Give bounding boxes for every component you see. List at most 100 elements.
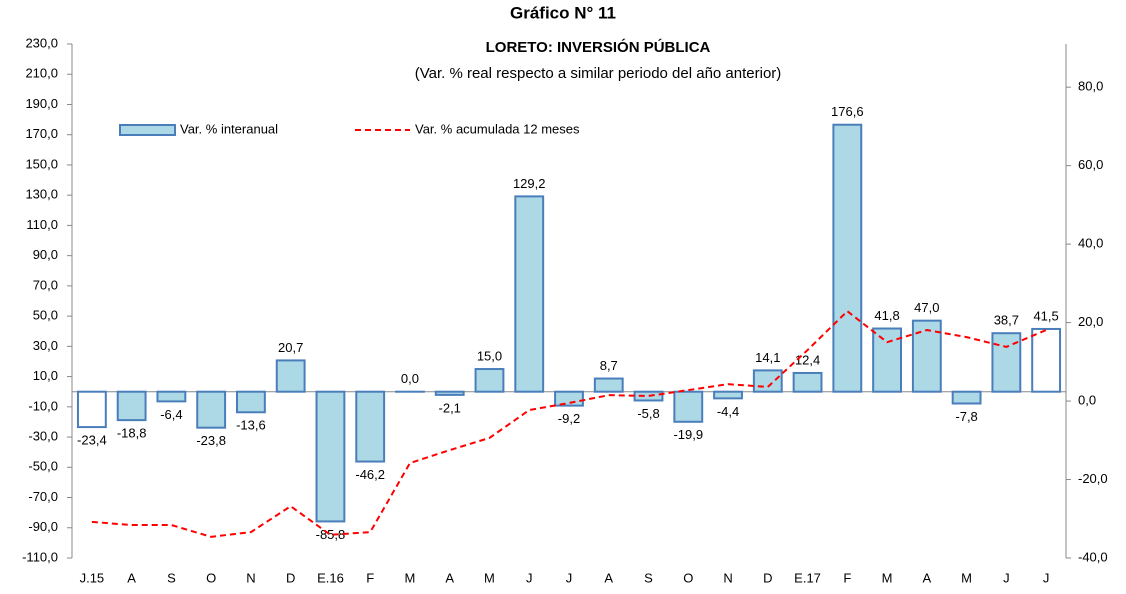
value-label: -5,8 — [637, 406, 659, 421]
y-tick-label: 70,0 — [33, 277, 58, 292]
x-tick-label: A — [604, 570, 613, 585]
bar — [197, 392, 225, 428]
bar — [595, 379, 623, 392]
value-label: 41,8 — [874, 308, 899, 323]
value-label: 8,7 — [600, 358, 618, 373]
x-tick-label: J — [566, 570, 573, 585]
chart-description: (Var. % real respecto a similar periodo … — [415, 65, 782, 82]
y2-tick-label: 60,0 — [1078, 157, 1103, 172]
y-tick-label: -50,0 — [28, 459, 58, 474]
x-tick-label: J — [1003, 570, 1010, 585]
x-tick-label: D — [763, 570, 772, 585]
bar — [157, 392, 185, 402]
value-label: -7,8 — [955, 409, 977, 424]
bar — [714, 392, 742, 399]
chart-subtitle: LORETO: INVERSIÓN PÚBLICA — [486, 38, 711, 56]
bar — [277, 360, 305, 391]
value-label: 12,4 — [795, 352, 820, 367]
bar — [118, 392, 146, 420]
bar — [356, 392, 384, 462]
bar — [555, 392, 583, 406]
x-tick-label: M — [882, 570, 893, 585]
value-label: -19,9 — [673, 427, 703, 442]
y-tick-label: -10,0 — [28, 398, 58, 413]
x-tick-label: A — [127, 570, 136, 585]
y2-tick-label: -20,0 — [1078, 471, 1108, 486]
bar — [754, 370, 782, 391]
legend-swatch — [120, 125, 175, 135]
value-label: 129,2 — [513, 176, 546, 191]
value-label: -23,8 — [196, 433, 226, 448]
bar — [317, 392, 345, 522]
value-label: -18,8 — [117, 426, 147, 441]
legend-label: Var. % acumulada 12 meses — [415, 121, 580, 136]
x-tick-label: A — [445, 570, 454, 585]
y-tick-label: 50,0 — [33, 308, 58, 323]
x-tick-label: J.15 — [80, 570, 105, 585]
x-tick-label: M — [405, 570, 416, 585]
x-tick-label: S — [644, 570, 653, 585]
x-tick-label: A — [923, 570, 932, 585]
value-label: -4,4 — [717, 404, 739, 419]
x-tick-label: O — [683, 570, 693, 585]
value-label: 176,6 — [831, 104, 864, 119]
x-tick-label: E.17 — [794, 570, 821, 585]
y2-tick-label: 80,0 — [1078, 79, 1103, 94]
bar — [794, 373, 822, 392]
x-tick-label: E.16 — [317, 570, 344, 585]
x-tick-label: N — [723, 570, 732, 585]
value-label: 14,1 — [755, 350, 780, 365]
y-tick-label: -110,0 — [22, 549, 58, 564]
value-label: 47,0 — [914, 300, 939, 315]
y-tick-label: -90,0 — [28, 519, 58, 534]
chart-title: Gráfico N° 11 — [510, 3, 616, 22]
y-tick-label: 150,0 — [25, 156, 58, 171]
value-label: -13,6 — [236, 418, 266, 433]
y-tick-label: -70,0 — [28, 489, 58, 504]
y2-tick-label: -40,0 — [1078, 549, 1108, 564]
y-tick-label: -30,0 — [28, 428, 58, 443]
x-tick-label: D — [286, 570, 295, 585]
y2-tick-label: 40,0 — [1078, 236, 1103, 251]
legend-label: Var. % interanual — [180, 121, 278, 136]
value-label: -46,2 — [355, 467, 385, 482]
bar — [833, 125, 861, 392]
x-tick-label: S — [167, 570, 176, 585]
bar — [237, 392, 265, 413]
x-tick-label: M — [484, 570, 495, 585]
bar — [515, 196, 543, 391]
y-tick-label: 170,0 — [25, 126, 58, 141]
bar — [436, 392, 464, 395]
y-tick-label: 10,0 — [33, 368, 58, 383]
x-tick-label: F — [366, 570, 374, 585]
bar — [873, 329, 901, 392]
x-tick-label: N — [246, 570, 255, 585]
y-tick-label: 130,0 — [25, 187, 58, 202]
x-tick-label: J — [1043, 570, 1050, 585]
y-tick-label: 190,0 — [25, 96, 58, 111]
value-label: 20,7 — [278, 340, 303, 355]
y-tick-label: 210,0 — [25, 66, 58, 81]
y-tick-label: 230,0 — [25, 35, 58, 50]
x-tick-label: J — [526, 570, 533, 585]
value-label: -6,4 — [160, 407, 182, 422]
y-tick-label: 30,0 — [33, 338, 58, 353]
value-label: -2,1 — [439, 400, 461, 415]
bar — [78, 392, 106, 427]
x-tick-label: M — [961, 570, 972, 585]
value-label: 41,5 — [1033, 308, 1058, 323]
bar — [953, 392, 981, 404]
y-tick-label: 90,0 — [33, 247, 58, 262]
y2-tick-label: 20,0 — [1078, 314, 1103, 329]
value-label: 38,7 — [994, 313, 1019, 328]
value-label: 0,0 — [401, 371, 419, 386]
bar — [476, 369, 504, 392]
x-tick-label: F — [843, 570, 851, 585]
value-label: -85,8 — [316, 527, 346, 542]
y2-tick-label: 0,0 — [1078, 392, 1096, 407]
y-tick-label: 110,0 — [26, 217, 58, 232]
x-tick-label: O — [206, 570, 216, 585]
bar — [1032, 329, 1060, 392]
